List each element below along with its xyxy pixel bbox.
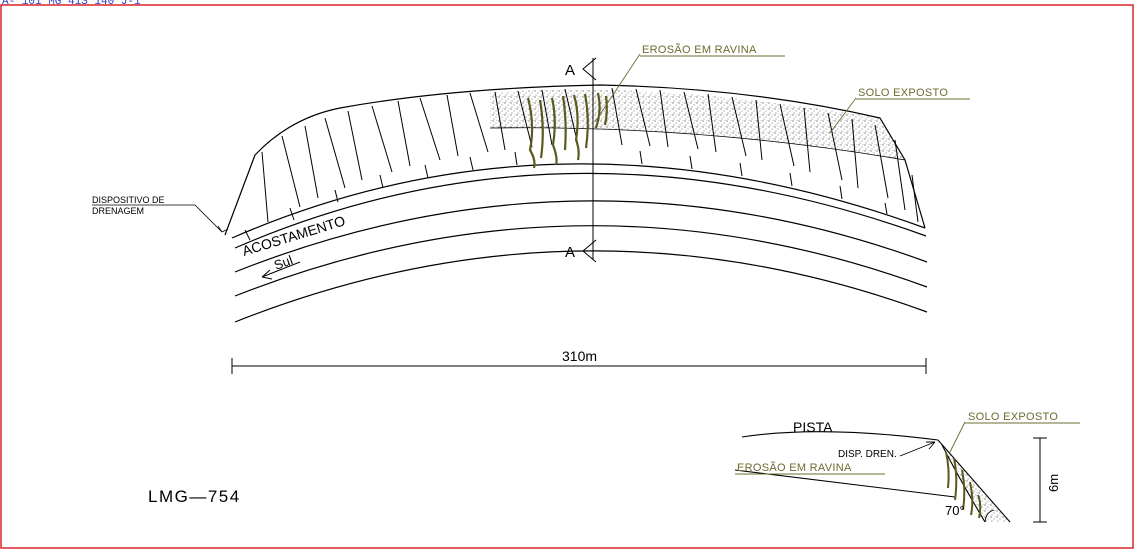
height-label: 6m: [1046, 474, 1061, 492]
road-id-label: LMG—754: [148, 487, 241, 506]
soil-leader-line: [829, 97, 857, 134]
slope-hachures: [244, 87, 919, 241]
exposed-soil-label: SOLO EXPOSTO: [858, 87, 948, 99]
section-erosion-label: EROSÃO EM RAVINA: [737, 461, 852, 474]
slope-angle-arc: [984, 509, 995, 523]
section-soil-leader-line: [949, 421, 966, 453]
drawing-frame: [0, 4, 1134, 549]
section-ground-line: [734, 469, 956, 498]
shoulder-outer-edge: [231, 163, 926, 239]
road-surface-line: [741, 431, 939, 441]
drainage-leader-line: [92, 204, 223, 233]
section-exposed-soil-label: SOLO EXPOSTO: [968, 411, 1058, 423]
erosion-leader-line: [594, 53, 641, 123]
plan-view: [92, 53, 970, 374]
exposed-soil-boundary: [489, 127, 906, 161]
shoulder-inner-edge: [234, 172, 927, 249]
section-arrow-bottom-icon: [582, 239, 597, 263]
exposed-soil-area: [490, 89, 905, 160]
drainage-device-arrow-icon: [217, 225, 229, 233]
erosion-ravine-marks: [526, 92, 608, 169]
drainage-label-line2: DRENAGEM: [92, 206, 144, 216]
road-edge-line-2: [234, 250, 928, 323]
dimension-label: 310m: [562, 348, 597, 364]
cross-section-view: [734, 421, 1080, 523]
section-drainage-arrow-icon: [899, 441, 936, 457]
section-arrow-top-icon: [582, 57, 597, 81]
angle-label: 70°: [945, 503, 965, 518]
direction-label: Sul: [272, 252, 295, 273]
road-edge-line-1: [234, 200, 928, 273]
drainage-label-line1: DISPOSITIVO DE: [92, 195, 165, 205]
sheet-header-text: A- 101 MG 41S 140 J-1: [2, 0, 141, 8]
direction-arrow-icon: [261, 261, 301, 280]
road-center-line: [234, 225, 928, 297]
slope-crest-line: [224, 84, 926, 236]
road-label: PISTA: [793, 419, 833, 435]
erosion-label: EROSÃO EM RAVINA: [642, 43, 757, 56]
section-drainage-label: DISP. DREN.: [838, 449, 897, 460]
section-erosion-marks: [945, 451, 982, 519]
section-mark-bottom-label: A: [565, 244, 575, 261]
section-slope-face: [937, 439, 1011, 523]
section-mark-top-label: A: [565, 62, 575, 79]
